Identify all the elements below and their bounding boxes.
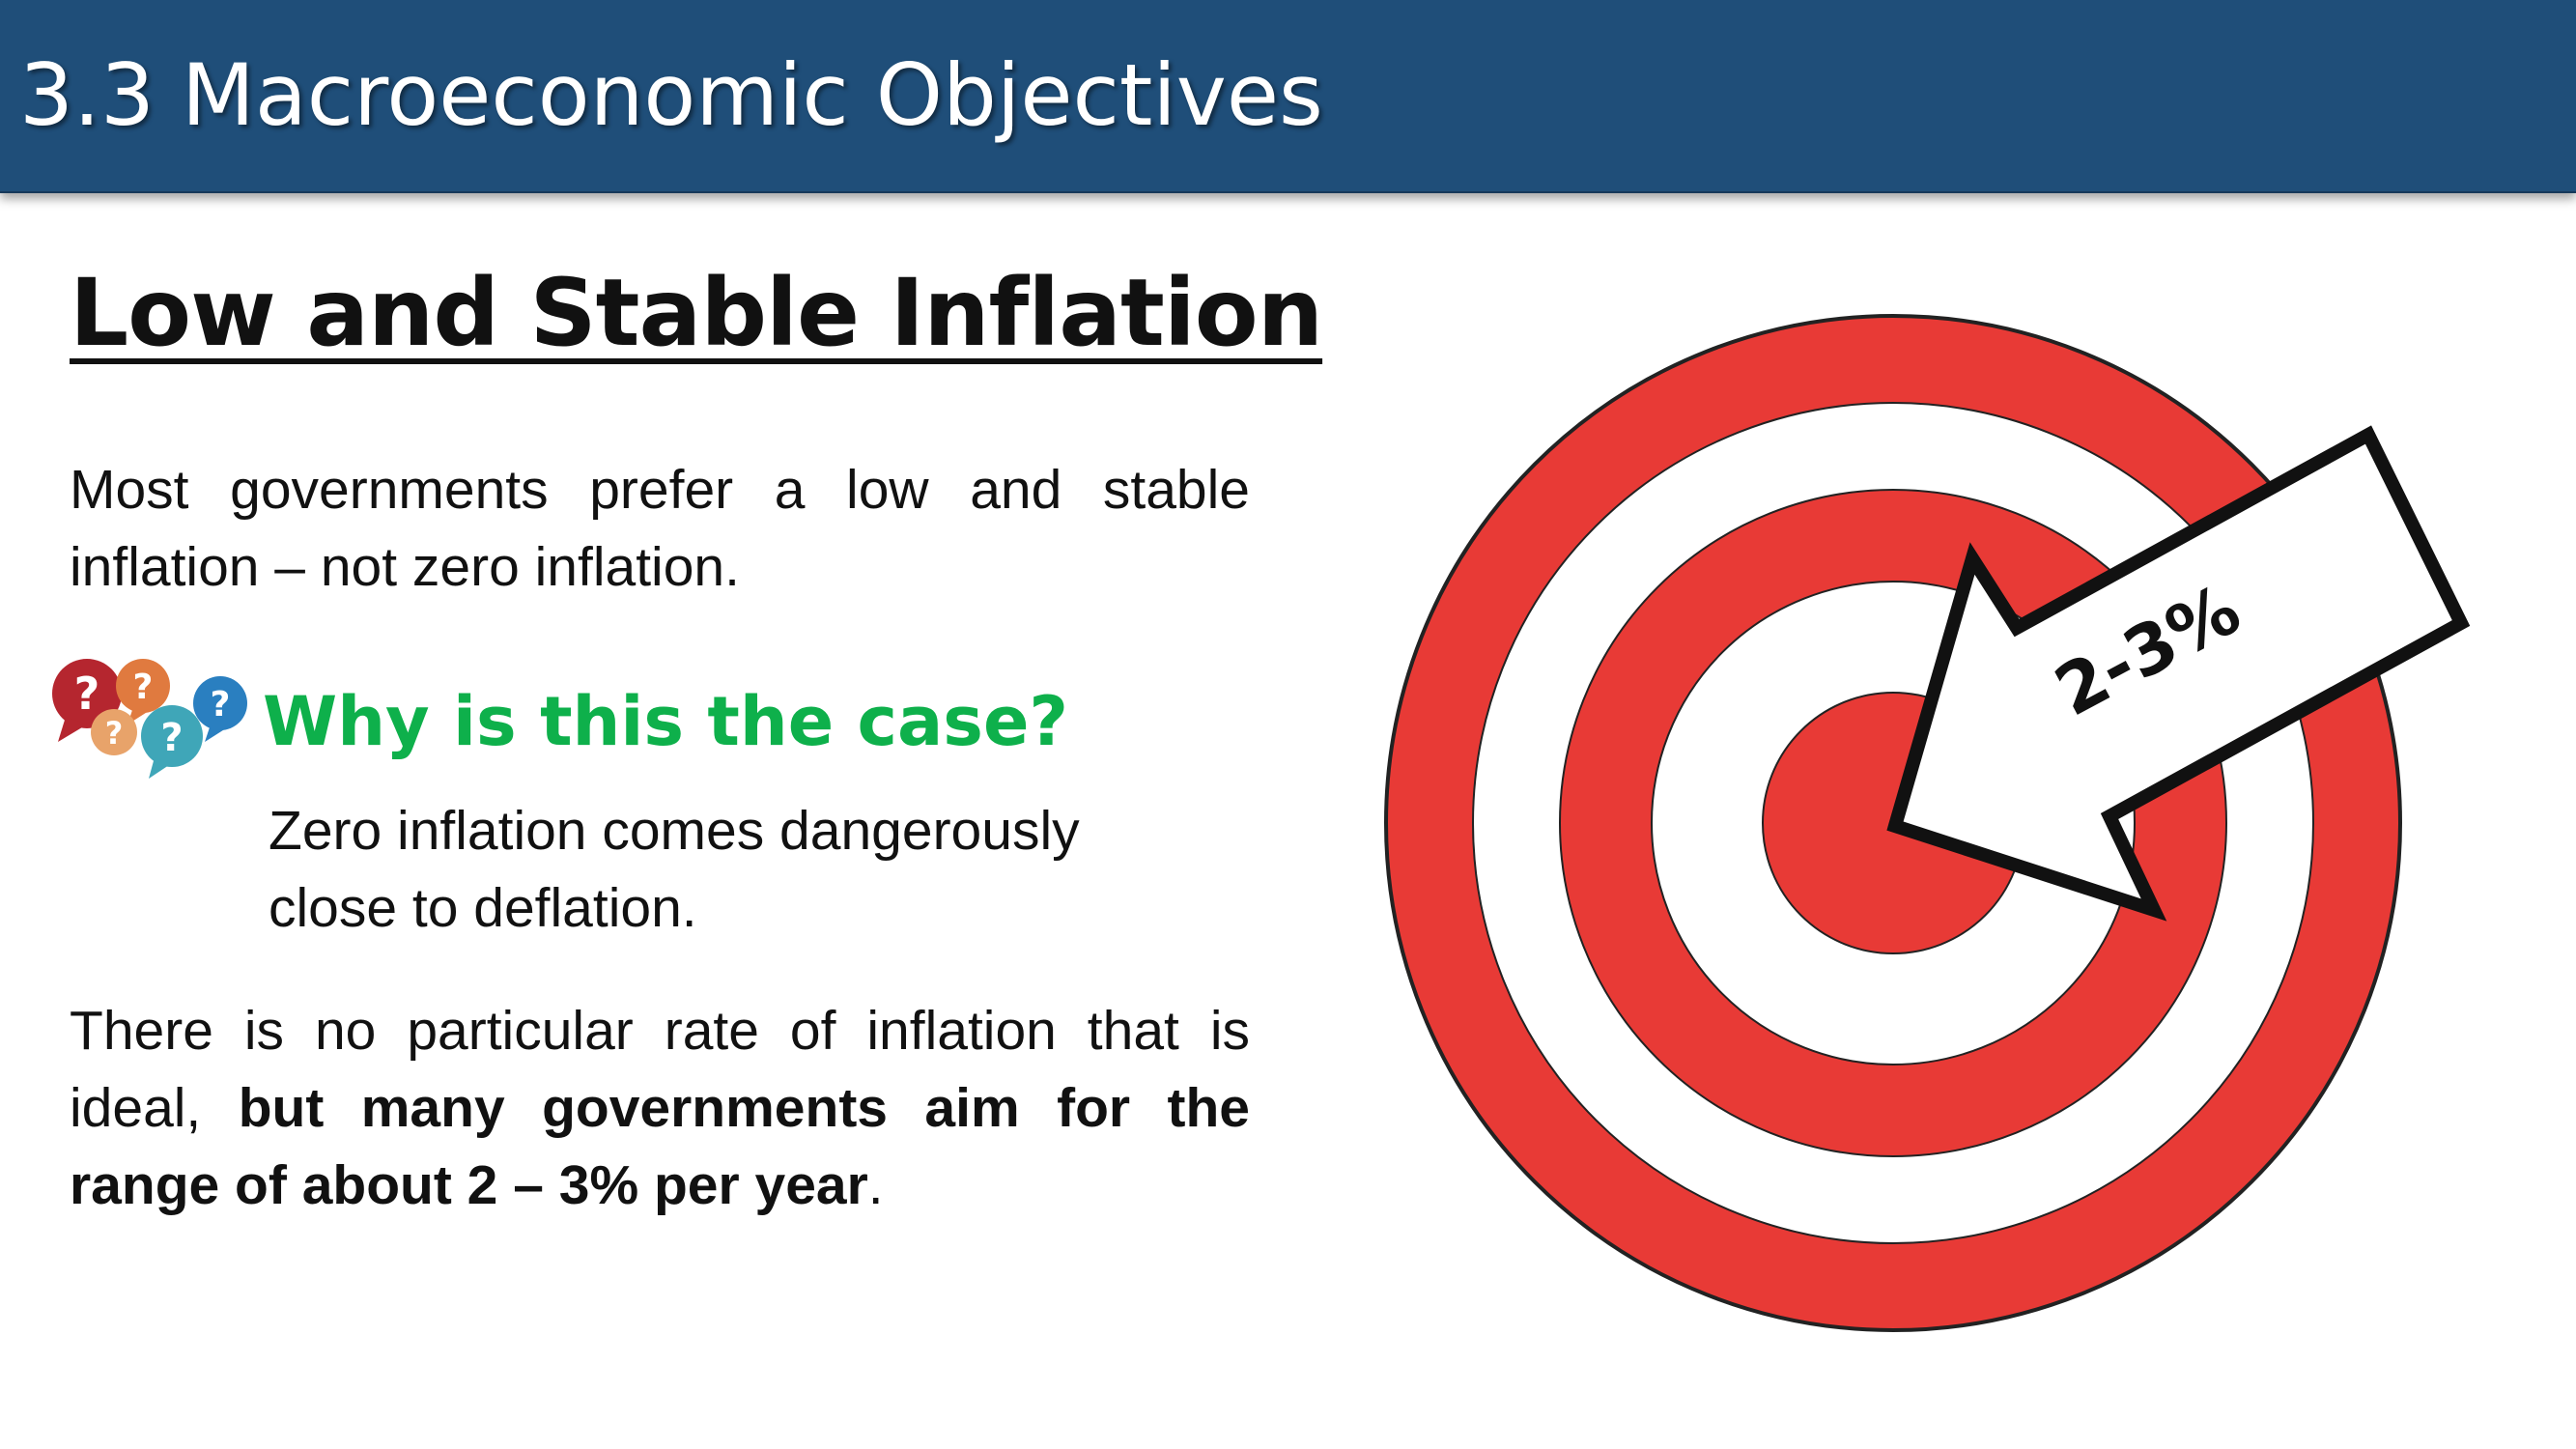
question-glyph: ? — [160, 716, 183, 760]
question-bubble-teal-icon: ? — [141, 705, 203, 779]
conclusion-plain-text: There is no particular rate of inflation… — [70, 1000, 1250, 1139]
why-heading: Why is this the case? — [263, 682, 1069, 761]
question-glyph: ? — [105, 715, 124, 752]
question-bubbles-icon: ? ? ? ? ? — [52, 659, 247, 779]
arrow-icon: 2-3% — [1886, 425, 2471, 922]
why-question-row: ? ? ? ? ? Why is this the case? — [48, 657, 1207, 782]
section-heading: Low and Stable Inflation — [70, 259, 1323, 367]
question-bubble-orange-icon: ? — [116, 659, 170, 724]
header-bar: 3.3 Macroeconomic Objectives — [0, 0, 2576, 193]
question-bubble-peach-icon: ? — [91, 709, 137, 755]
answer-text: Zero inflation comes dangerously close t… — [269, 800, 1080, 939]
conclusion-end-text: . — [867, 1154, 884, 1216]
conclusion-bold-text: but many governments aim for the range o… — [70, 1077, 1250, 1216]
question-glyph: ? — [74, 668, 100, 720]
question-bubble-blue-icon: ? — [193, 676, 247, 742]
target-bullseye-icon: 2-3% — [1384, 314, 2471, 1332]
question-bubble-red-icon: ? — [52, 659, 122, 742]
conclusion-paragraph: There is no particular rate of inflation… — [70, 992, 1250, 1224]
intro-paragraph: Most governments prefer a low and stable… — [70, 459, 1250, 598]
question-glyph: ? — [211, 685, 231, 724]
arrow-shape — [1886, 425, 2471, 922]
question-glyph: ? — [133, 668, 154, 707]
slide-title: 3.3 Macroeconomic Objectives — [19, 45, 1323, 145]
